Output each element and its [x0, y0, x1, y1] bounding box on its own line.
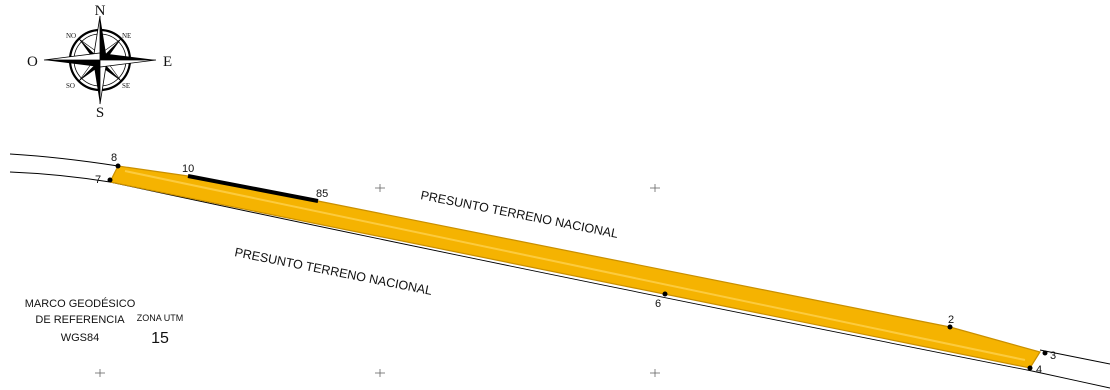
- compass-east: E: [163, 54, 172, 70]
- compass-north: N: [95, 3, 106, 19]
- compass-rose-icon: N S E O NE NO SE SO: [27, 3, 172, 121]
- vertex-label-6: 6: [655, 298, 661, 310]
- vertex-label-85: 85: [316, 188, 328, 200]
- compass-south: S: [96, 105, 104, 121]
- vertex-markers: [107, 163, 1048, 371]
- land-label-lower: PRESUNTO TERRENO NACIONAL: [233, 245, 433, 298]
- vertex-label-4: 4: [1036, 364, 1042, 376]
- compass-northeast: NE: [122, 32, 131, 40]
- vertex-3: [1042, 350, 1048, 356]
- compass-southwest: SO: [66, 82, 75, 90]
- zone-label: ZONA UTM: [137, 313, 184, 323]
- reference-block: MARCO GEODÉSICO DE REFERENCIA WGS84 ZONA…: [25, 297, 184, 347]
- compass-northwest: NO: [66, 32, 76, 40]
- vertex-label-2: 2: [948, 314, 954, 326]
- vertex-label-3: 3: [1050, 350, 1056, 362]
- compass-southeast: SE: [122, 82, 130, 90]
- road-line-lower-right: [1031, 370, 1110, 389]
- reference-line-2: DE REFERENCIA: [35, 314, 125, 326]
- vertex-label-8: 8: [111, 152, 117, 164]
- vertex-2: [947, 324, 953, 330]
- vertex-4: [1027, 365, 1033, 371]
- reference-line-3: WGS84: [61, 332, 100, 344]
- road-line-upper-right: [1039, 349, 1110, 365]
- parcel-highlight: [124, 170, 1026, 361]
- vertex-label-7: 7: [95, 174, 101, 186]
- grid-crosses: [95, 184, 660, 377]
- road-line-upper-left: [9, 153, 119, 167]
- reference-line-1: MARCO GEODÉSICO: [25, 297, 136, 310]
- compass-west: O: [27, 54, 38, 70]
- vertex-label-10: 10: [182, 163, 194, 175]
- zone-value: 15: [151, 330, 169, 347]
- road-boundary-lines: [9, 153, 1110, 389]
- road-line-lower-left: [9, 171, 111, 183]
- vertex-7: [107, 177, 113, 183]
- boundary-segment-10-85: [187, 174, 319, 203]
- vertex-6: [662, 291, 668, 297]
- vertex-8: [115, 163, 121, 169]
- road-line-south: [109, 181, 1033, 372]
